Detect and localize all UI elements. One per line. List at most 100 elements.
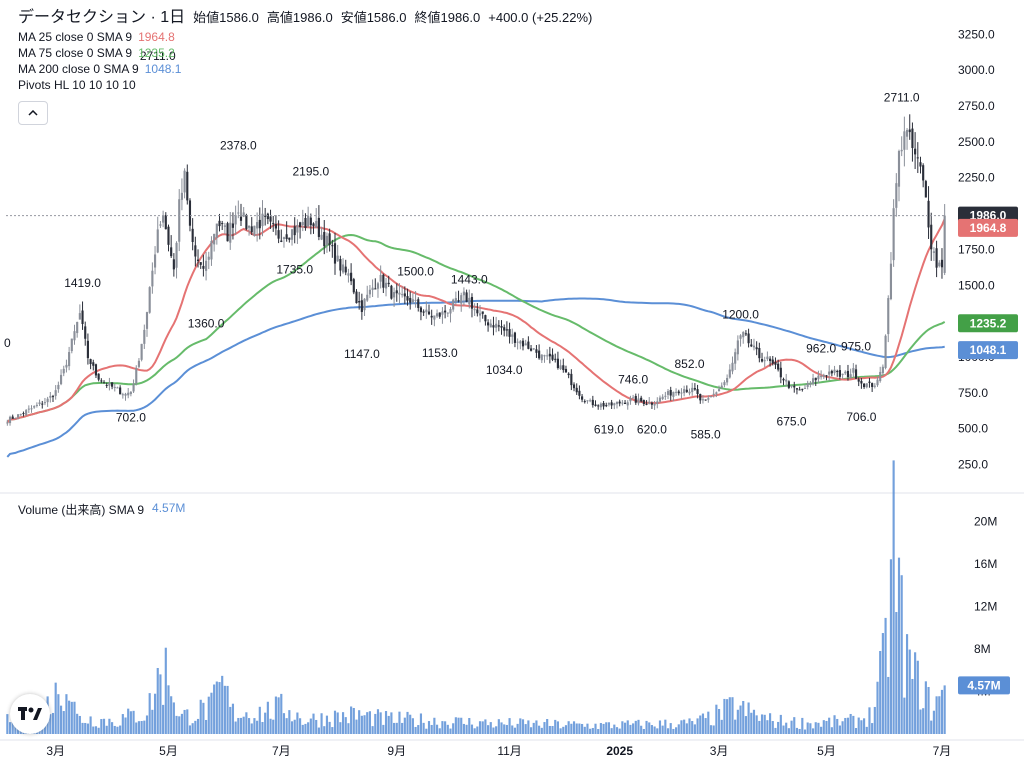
candle-body [111, 382, 114, 387]
volume-bar [468, 718, 471, 734]
volume-bar [699, 715, 702, 734]
candle-body [57, 384, 60, 390]
volume-bar [513, 727, 517, 734]
volume-bar [325, 715, 329, 734]
volume-bar [113, 725, 116, 734]
volume-bar [629, 724, 632, 734]
volume-legend[interactable]: Volume (出来高) SMA 9 4.57M [18, 501, 186, 517]
price-tag-label: 1964.8 [970, 221, 1007, 235]
volume-bar [795, 727, 799, 734]
volume-bar [226, 685, 229, 734]
candle-body [932, 251, 935, 253]
volume-bar [567, 721, 570, 734]
indicator-ma200[interactable]: MA 200 close 0 SMA 9 1048.1 [18, 62, 182, 76]
candle-body [830, 370, 833, 374]
volume-bar [787, 728, 790, 734]
volume-bar [785, 722, 788, 734]
volume-bar [648, 722, 651, 734]
candle-body [202, 265, 205, 269]
volume-bar [822, 720, 825, 734]
candle-body [33, 406, 36, 408]
volume-bar [170, 696, 173, 734]
volume-bar [583, 726, 586, 734]
volume-bar [793, 717, 796, 734]
indicator-pivots[interactable]: Pivots HL 10 10 10 10 [18, 78, 136, 92]
volume-bar [527, 720, 530, 734]
candle-body [137, 360, 141, 367]
tradingview-logo[interactable] [10, 694, 50, 734]
pivot-label: 1443.0 [451, 272, 488, 286]
volume-bar [470, 724, 474, 734]
candle-body [269, 216, 272, 222]
volume-bar [406, 711, 409, 734]
candle-body [371, 287, 374, 291]
candle-body [795, 388, 799, 390]
volume-bar [433, 717, 436, 734]
candle-body [666, 391, 670, 395]
candle-body [924, 181, 927, 198]
volume-bar [465, 724, 468, 734]
candle-body [317, 217, 320, 237]
volume-bar [360, 715, 363, 734]
volume-bar [505, 724, 508, 734]
volume-bar [57, 694, 60, 734]
pivot-label: 2711.0 [884, 91, 920, 105]
volume-bar [771, 721, 774, 734]
price-tick-label: 2250.0 [958, 171, 995, 185]
volume-bar [863, 718, 866, 734]
volume-bar [752, 709, 756, 734]
candle-body [889, 263, 893, 300]
candle-body [382, 274, 385, 288]
volume-bar [317, 727, 320, 734]
candle-body [425, 309, 428, 313]
price-tick-label: 1750.0 [958, 242, 995, 256]
volume-bar [916, 660, 919, 734]
volume-bar [473, 728, 476, 734]
volume-bar [487, 725, 490, 734]
volume-bar [854, 728, 858, 734]
candle-body [17, 414, 20, 418]
ma200-line [6, 297, 945, 458]
volume-bar [395, 722, 398, 734]
volume-bar [658, 720, 662, 734]
volume-bar [119, 725, 122, 734]
candle-body [401, 294, 404, 296]
candle-body [685, 389, 688, 392]
candle-body [879, 371, 882, 382]
time-tick-label: 7月 [933, 744, 952, 758]
candle-body [199, 262, 202, 265]
ohlc-close: 終値1986.0 [414, 10, 481, 25]
volume-bar [900, 575, 903, 734]
candle-body [495, 323, 498, 328]
volume-bar [495, 726, 498, 734]
indicator-ma75[interactable]: MA 75 close 0 SMA 9 1235.2 [18, 46, 175, 60]
volume-bar [366, 712, 369, 734]
candle-body [43, 402, 47, 404]
volume-bar [645, 720, 648, 734]
indicator-ma25[interactable]: MA 25 close 0 SMA 9 1964.8 [18, 30, 175, 44]
volume-bar [715, 704, 718, 734]
candle-body [178, 199, 181, 242]
volume-bar [387, 715, 390, 734]
volume-bar [830, 727, 833, 734]
volume-bar [84, 722, 87, 734]
candle-body [145, 312, 149, 329]
volume-bar [175, 715, 178, 734]
volume-bar [634, 720, 637, 734]
volume-bar [693, 724, 696, 734]
symbol-title[interactable]: データセクション · 1日 [18, 9, 186, 26]
volume-bar [331, 727, 334, 734]
volume-bar [135, 722, 138, 734]
volume-tag-label: 4.57M [967, 678, 1000, 692]
candle-body [943, 215, 946, 273]
candle-body [70, 338, 73, 352]
candle-body [25, 410, 28, 415]
volume-bar [739, 705, 742, 734]
candle-body [121, 394, 124, 396]
volume-bar [129, 711, 132, 734]
collapse-legend-button[interactable] [18, 101, 48, 125]
volume-bar [411, 718, 414, 734]
candle-body [629, 398, 632, 402]
candle-body [814, 377, 817, 381]
